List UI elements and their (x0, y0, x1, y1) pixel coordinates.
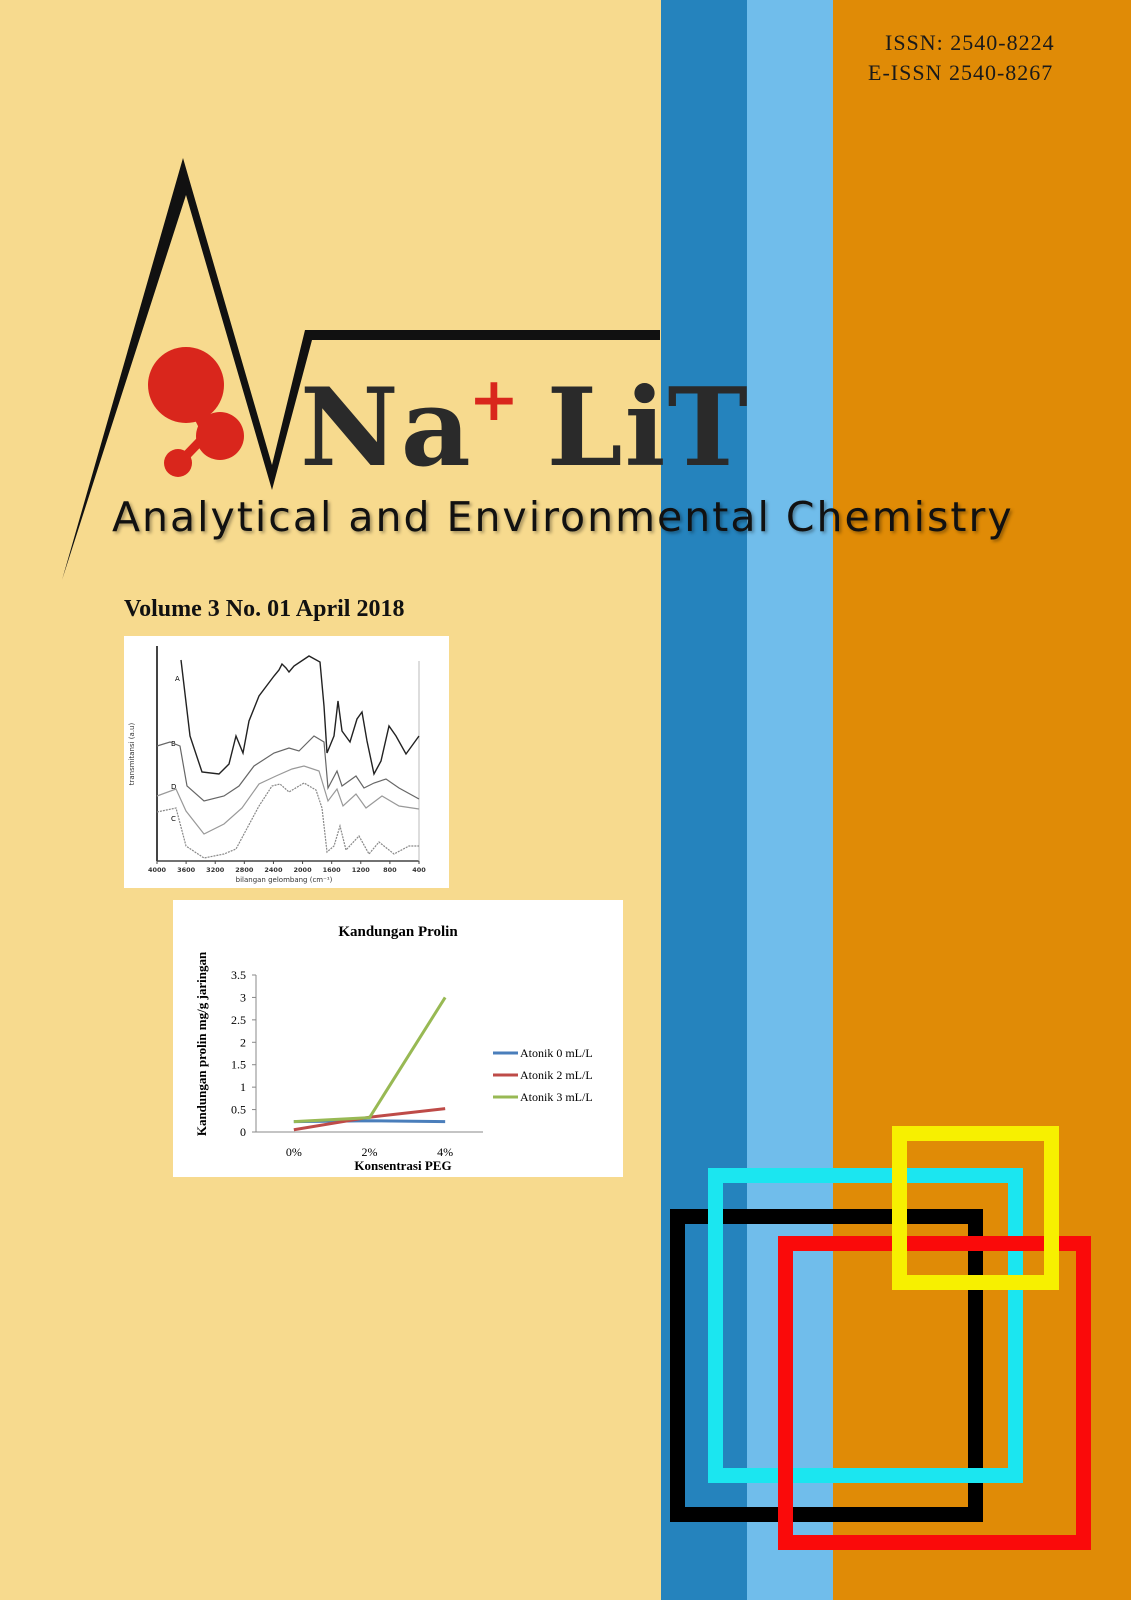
issn: ISSN: 2540-8224 (885, 30, 1055, 55)
y-axis-label: Kandungan prolin mg/g jaringan (194, 951, 209, 1136)
spectrum-c (156, 782, 419, 859)
chart-title: Kandungan Prolin (338, 924, 458, 940)
journal-subtitle: Analytical and Environmental Chemistry (112, 493, 1014, 541)
curve-label: D (171, 783, 176, 791)
x-tick-label: 4000 (148, 866, 167, 874)
legend-label: Atonik 0 mL/L (520, 1046, 593, 1060)
x-tick-label: 400 (412, 866, 426, 874)
x-tick-label: 2800 (235, 866, 254, 874)
x-tick-label: 800 (383, 866, 397, 874)
curve-label: C (171, 815, 176, 823)
x-tick-label: 3200 (206, 866, 225, 874)
y-tick-label: 1 (240, 1080, 246, 1094)
ftir-spectrum-figure: 4000 3600 3200 2800 2400 2000 1600 1200 800 400 t… (124, 636, 449, 888)
prolin-chart: Kandungan Prolin Konsentrasi PEG Kandung… (173, 900, 623, 1177)
logo-radical-sign (62, 158, 660, 580)
legend-label: Atonik 3 mL/L (520, 1090, 593, 1104)
journal-logo (62, 158, 660, 580)
y-tick-label: 3 (240, 990, 246, 1004)
x-axis-label: Konsentrasi PEG (354, 1158, 451, 1173)
series-line-2 (293, 996, 447, 1124)
spectrum-a (180, 655, 420, 777)
y-axis-label: transmitansi (a.u) (128, 723, 136, 786)
x-tick-label: 2% (362, 1145, 378, 1159)
x-tick-label: 2400 (264, 866, 283, 874)
x-axis-label: bilangan gelombang (cm⁻¹) (236, 876, 333, 884)
x-tick-label: 1200 (352, 866, 371, 874)
y-tick-label: 3.5 (231, 968, 246, 982)
x-tick-label: 0% (286, 1145, 302, 1159)
x-tick-label: 3600 (177, 866, 196, 874)
y-tick-label: 2 (240, 1035, 246, 1049)
x-tick-label: 4% (437, 1145, 453, 1159)
spectrum-b (156, 735, 420, 802)
y-tick-label: 2.5 (231, 1013, 246, 1027)
y-tick-label: 0.5 (231, 1103, 246, 1117)
eissn: E-ISSN 2540-8267 (868, 60, 1054, 85)
molecule-atom-icon (148, 347, 224, 423)
legend-label: Atonik 2 mL/L (520, 1068, 593, 1082)
brand-name: Na+ LiT (300, 365, 750, 491)
volume-info: Volume 3 No. 01 April 2018 (124, 596, 405, 622)
y-tick-label: 1.5 (231, 1058, 246, 1072)
y-tick-label: 0 (240, 1125, 246, 1139)
curve-label: A (175, 675, 180, 683)
x-tick-label: 2000 (294, 866, 313, 874)
decorative-square-yellow (892, 1126, 1059, 1290)
decorative-square-red (778, 1236, 1091, 1550)
spectrum-d (156, 765, 420, 835)
x-tick-label: 1600 (323, 866, 342, 874)
